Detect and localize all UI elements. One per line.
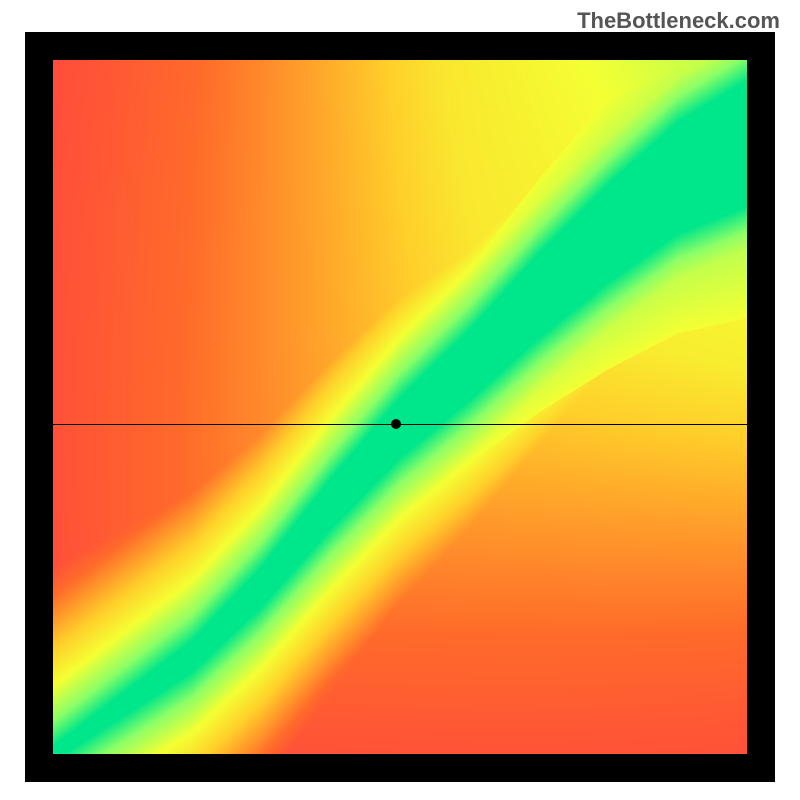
frame-right [747,32,775,782]
heatmap-canvas [53,60,747,754]
chart-container: TheBottleneck.com [0,0,800,800]
frame-bottom [25,754,775,782]
marker-dot [391,419,401,429]
frame-top [25,32,775,60]
plot-area [53,60,747,754]
watermark-text: TheBottleneck.com [577,8,780,34]
frame-left [25,32,53,782]
